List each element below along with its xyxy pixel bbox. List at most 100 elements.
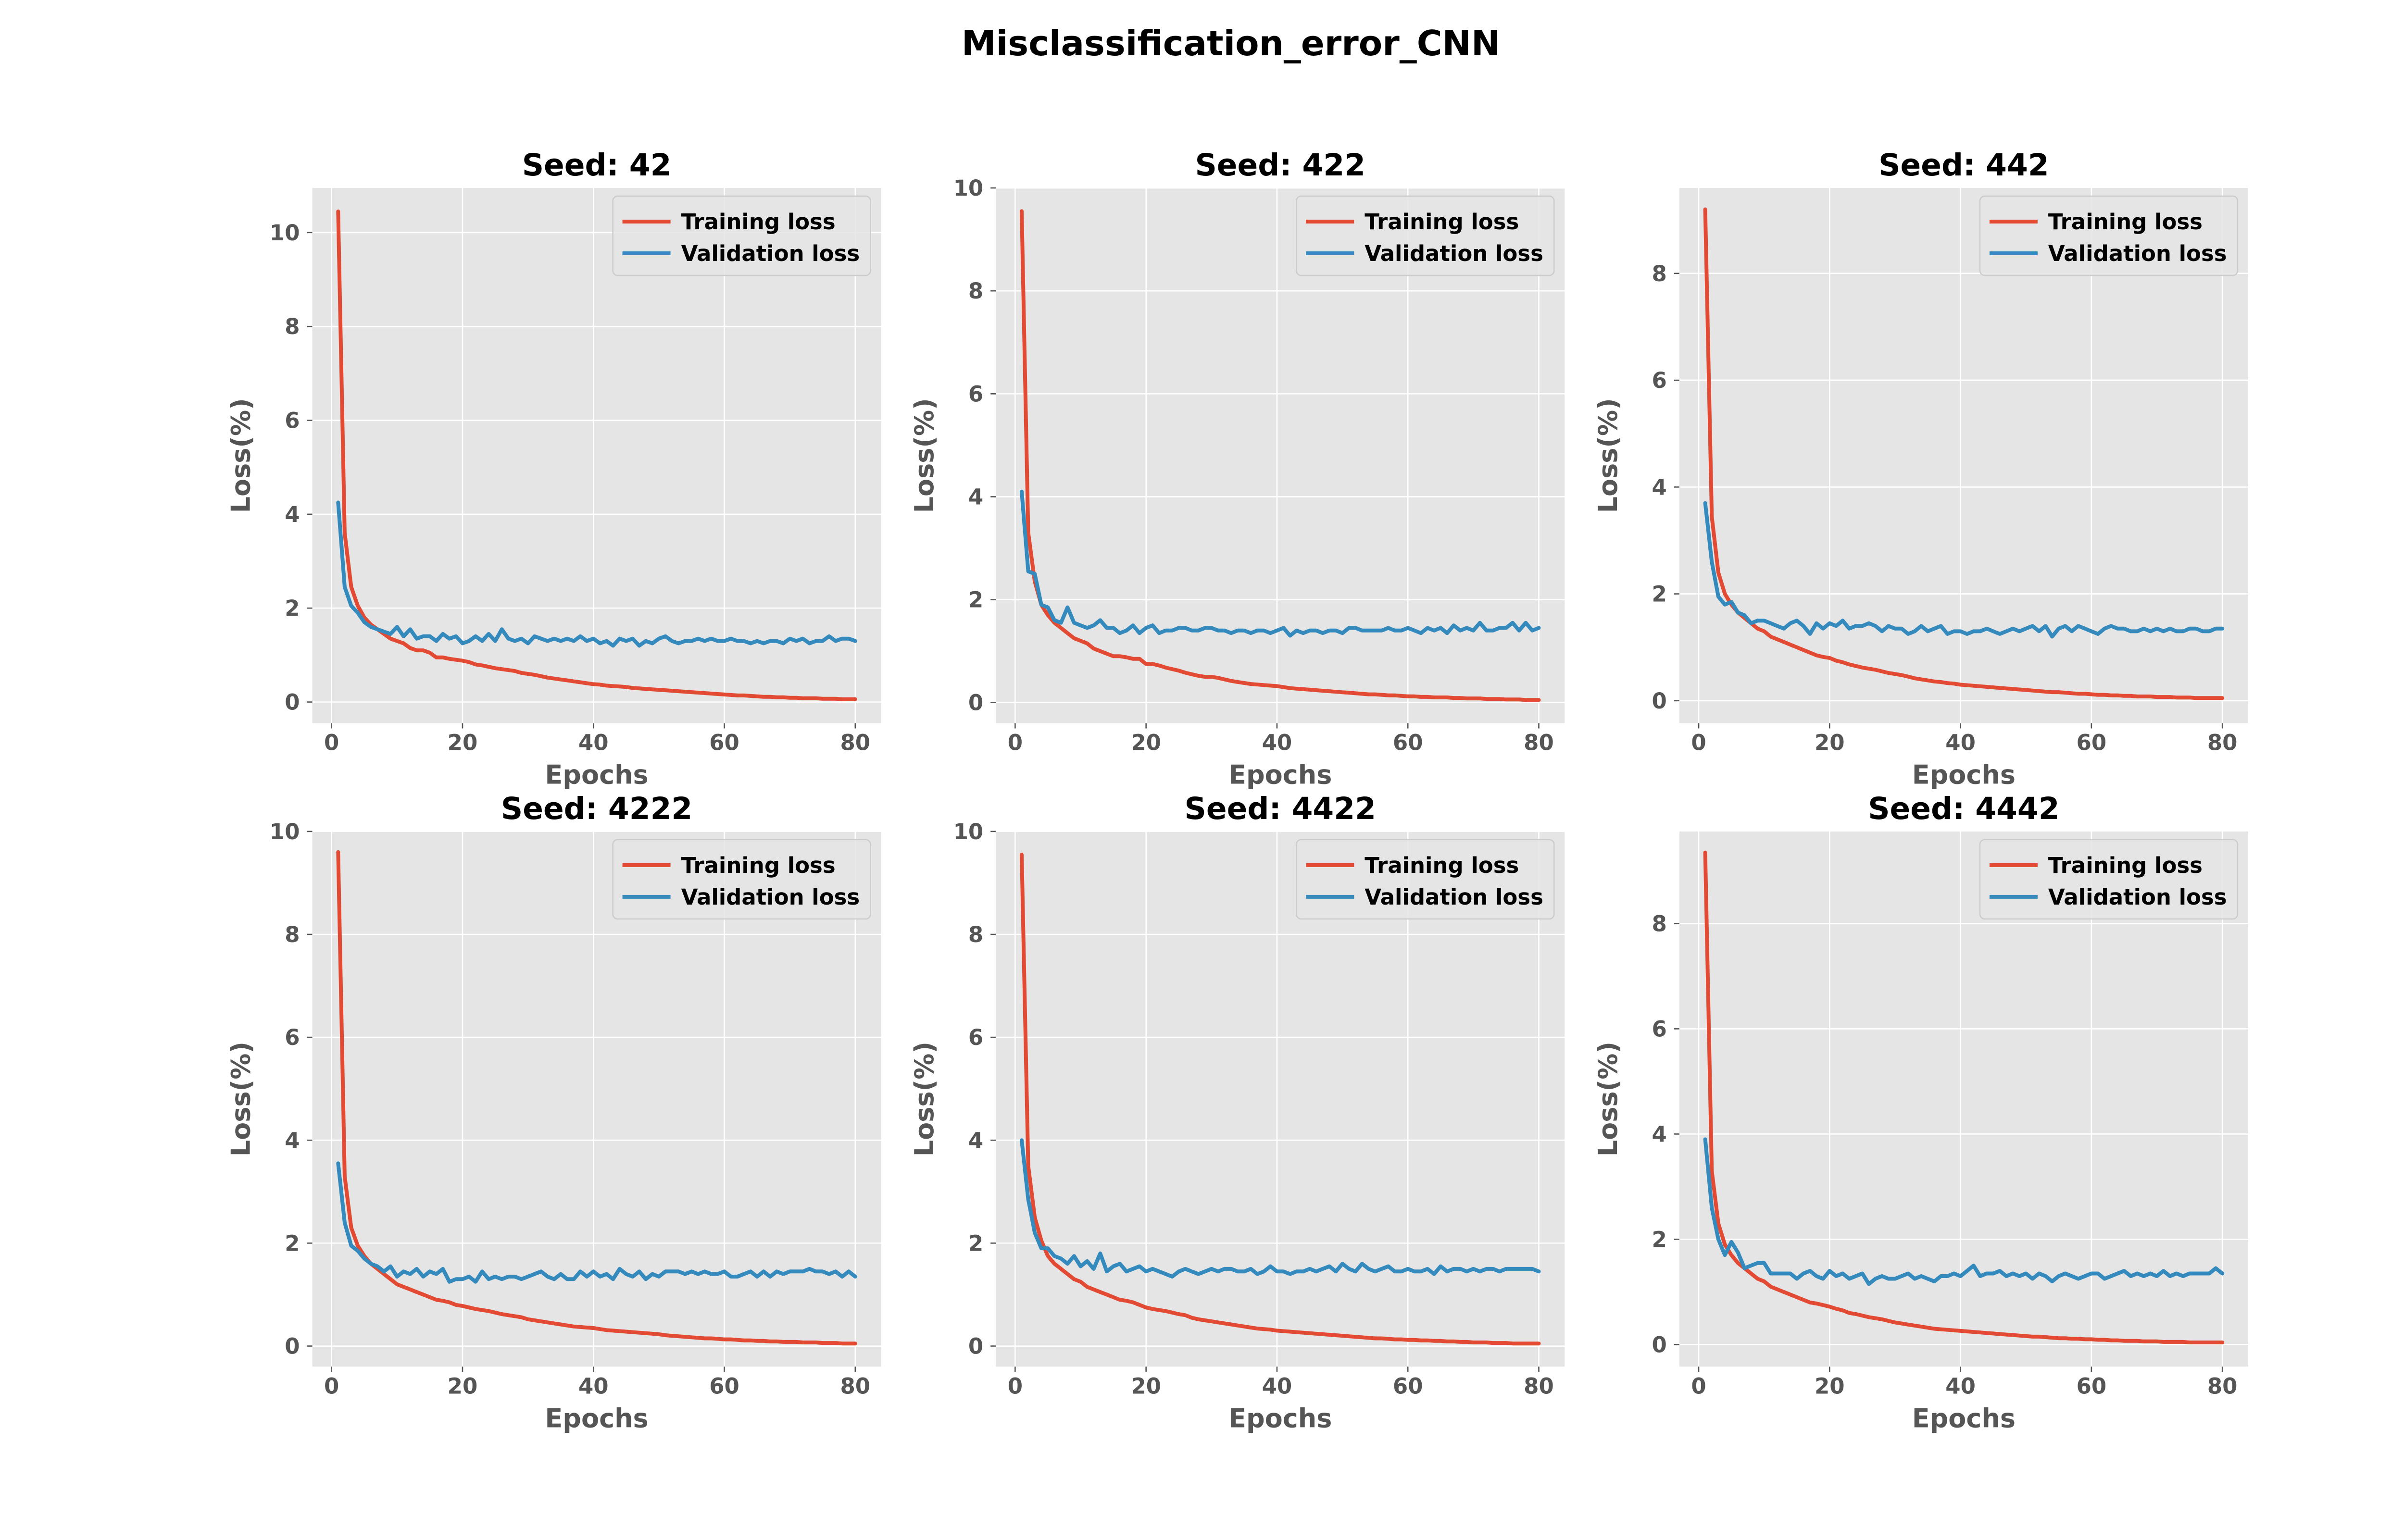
x-tick-label: 40	[1945, 730, 1976, 756]
legend-label: Training loss	[2048, 209, 2203, 235]
validation-loss-line	[336, 500, 857, 648]
y-tick-label: 2	[285, 596, 300, 621]
x-axis-label: Epochs	[1228, 1403, 1332, 1433]
y-tick-label: 6	[968, 1025, 983, 1050]
legend-label: Training loss	[1365, 209, 1519, 235]
plot-area	[1679, 831, 2248, 1367]
legend: Training loss Validation loss	[1295, 839, 1555, 920]
y-tick-label: 4	[1652, 474, 1667, 500]
validation-loss-line	[1020, 489, 1541, 638]
subplot-title: Seed: 4222	[501, 791, 692, 826]
validation-loss-line	[1703, 501, 2225, 639]
x-tick-label: 20	[448, 1373, 478, 1399]
x-tick-label: 80	[840, 730, 871, 756]
y-tick-label: 0	[968, 1334, 983, 1359]
y-tick-label: 8	[1652, 911, 1667, 936]
y-tick-label: 6	[1652, 368, 1667, 393]
y-tick-label: 4	[968, 1128, 983, 1153]
x-tick-label: 60	[2077, 1373, 2107, 1399]
x-tick-label: 0	[1008, 1373, 1023, 1399]
legend-label: Validation loss	[2048, 884, 2227, 910]
training-loss-line	[1020, 209, 1541, 702]
y-tick-label: 0	[1652, 1332, 1667, 1357]
y-tick-label: 2	[1652, 582, 1667, 607]
x-tick-label: 40	[1262, 1373, 1292, 1399]
x-tick-label: 20	[448, 730, 478, 756]
x-tick-label: 0	[1691, 1373, 1706, 1399]
x-axis-label: Epochs	[1228, 760, 1332, 790]
legend-label: Training loss	[1365, 853, 1519, 878]
legend-label: Validation loss	[681, 884, 860, 910]
subplot-3: 0 20 40 60 80 0 2 4 6 8 Seed: 442 Epochs Loss(%) Trai…	[1593, 148, 2248, 790]
y-tick-label: 10	[270, 220, 300, 246]
subplot-title: Seed: 42	[522, 148, 672, 183]
subplot-title: Seed: 4422	[1185, 791, 1376, 826]
validation-loss-line	[1703, 1137, 2225, 1286]
training-loss-line	[336, 850, 857, 1346]
y-axis-label: Loss(%)	[226, 398, 256, 513]
subplot-title: Seed: 4442	[1868, 791, 2059, 826]
y-tick-label: 10	[953, 819, 984, 845]
y-tick-label: 0	[968, 690, 983, 716]
training-loss-line	[336, 209, 857, 701]
x-tick-label: 20	[1815, 1373, 1845, 1399]
legend-box	[1979, 195, 2239, 276]
training-loss-line	[1703, 850, 2225, 1344]
y-tick-label: 4	[285, 502, 300, 527]
validation-loss-line	[1020, 1138, 1541, 1279]
y-tick-label: 0	[285, 1334, 300, 1359]
x-tick-label: 80	[2207, 730, 2238, 756]
y-tick-label: 8	[968, 922, 983, 947]
subplot-5: 0 20 40 60 80 0 2 4 6 8 10 Seed: 4422 Epochs Loss(%) T…	[909, 791, 1565, 1433]
y-tick-label: 4	[968, 484, 983, 509]
x-tick-label: 0	[324, 1373, 339, 1399]
y-tick-label: 8	[968, 278, 983, 304]
x-tick-label: 80	[2207, 1373, 2238, 1399]
legend-box	[612, 839, 871, 920]
y-tick-label: 4	[285, 1128, 300, 1153]
x-tick-label: 80	[840, 1373, 871, 1399]
y-tick-label: 8	[285, 314, 300, 339]
y-tick-label: 0	[1652, 688, 1667, 714]
legend-box	[612, 195, 871, 276]
x-tick-label: 40	[578, 730, 609, 756]
legend-label: Training loss	[2048, 853, 2203, 878]
training-loss-line	[1703, 207, 2225, 700]
x-tick-label: 60	[2077, 730, 2107, 756]
legend: Training loss Validation loss	[1979, 839, 2239, 920]
x-tick-label: 60	[709, 1373, 739, 1399]
legend-label: Validation loss	[2048, 241, 2227, 266]
legend-label: Training loss	[681, 853, 836, 878]
y-tick-label: 8	[285, 922, 300, 947]
subplot-4: 0 20 40 60 80 0 2 4 6 8 10 Seed: 4222 Epochs Loss(%) T…	[226, 791, 881, 1433]
training-loss-line	[1020, 853, 1541, 1346]
y-axis-label: Loss(%)	[909, 398, 939, 513]
subplot-6: 0 20 40 60 80 0 2 4 6 8 Seed: 4442 Epochs Loss(%) Tra…	[1593, 791, 2248, 1433]
x-tick-label: 40	[1945, 1373, 1976, 1399]
legend-box	[1979, 839, 2239, 920]
x-axis-label: Epochs	[545, 760, 648, 790]
x-tick-label: 60	[1393, 1373, 1423, 1399]
y-axis-label: Loss(%)	[1593, 398, 1623, 513]
legend-box	[1295, 195, 1555, 276]
plot-area	[996, 188, 1565, 723]
y-axis-label: Loss(%)	[1593, 1042, 1623, 1156]
y-tick-label: 6	[968, 381, 983, 407]
legend-box	[1295, 839, 1555, 920]
legend: Training loss Validation loss	[1295, 195, 1555, 276]
y-tick-label: 10	[953, 175, 984, 201]
y-tick-label: 6	[285, 1025, 300, 1050]
x-tick-label: 0	[1008, 730, 1023, 756]
legend-label: Validation loss	[681, 241, 860, 266]
y-tick-label: 2	[285, 1230, 300, 1256]
x-tick-label: 40	[578, 1373, 609, 1399]
y-tick-label: 10	[270, 819, 300, 845]
y-axis-label: Loss(%)	[226, 1042, 256, 1156]
x-tick-label: 20	[1815, 730, 1845, 756]
x-tick-label: 0	[324, 730, 339, 756]
x-tick-label: 60	[709, 730, 739, 756]
x-tick-label: 20	[1131, 730, 1161, 756]
y-tick-label: 0	[285, 690, 300, 715]
subplot-title: Seed: 422	[1195, 148, 1365, 183]
